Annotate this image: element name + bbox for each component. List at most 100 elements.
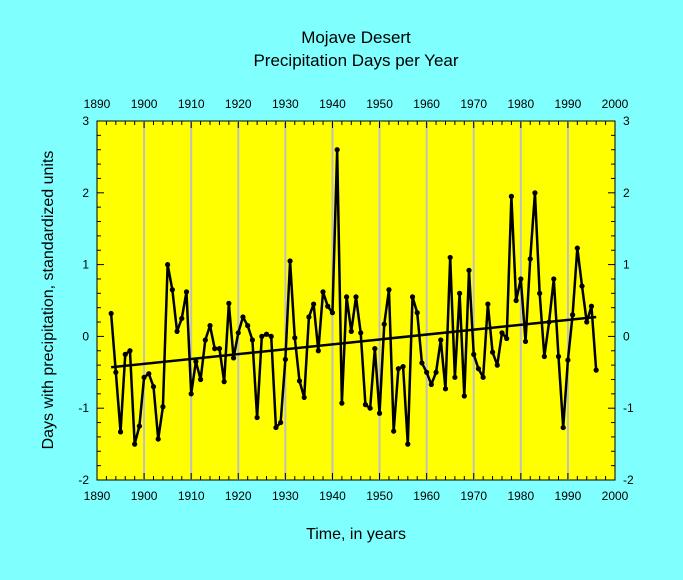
data-point: [240, 314, 246, 320]
data-point: [372, 346, 378, 352]
x-tick-label-bottom: 1990: [555, 489, 582, 503]
data-point: [329, 310, 336, 316]
series-line: [109, 148, 598, 446]
data-point: [584, 319, 590, 325]
data-point: [551, 276, 557, 282]
data-point: [127, 348, 133, 354]
data-point: [381, 321, 387, 327]
data-point: [301, 394, 307, 401]
data-point: [414, 310, 420, 316]
data-point: [560, 424, 566, 431]
data-point: [155, 436, 161, 442]
data-point: [537, 290, 543, 296]
data-point: [165, 262, 171, 268]
x-tick-label-top: 1910: [178, 97, 205, 111]
data-point: [522, 338, 529, 345]
data-point: [499, 330, 505, 336]
data-point: [353, 294, 359, 300]
data-point: [216, 346, 223, 352]
data-point: [334, 147, 340, 153]
data-point: [541, 353, 547, 360]
data-point: [108, 310, 114, 317]
data-point: [588, 303, 595, 309]
data-point: [376, 410, 383, 416]
data-point: [174, 328, 180, 334]
y-tick-label-right: -2: [623, 473, 634, 487]
data-point: [555, 353, 562, 360]
data-point: [405, 441, 411, 447]
data-point: [245, 323, 251, 329]
data-point: [306, 314, 312, 320]
x-tick-label-bottom: 1980: [507, 489, 534, 503]
data-point: [179, 315, 185, 322]
x-tick-label-top: 1930: [272, 97, 299, 111]
data-point: [183, 289, 190, 295]
y-tick-label-right: 3: [623, 114, 630, 128]
data-point: [504, 335, 510, 342]
x-tick-label-top: 1980: [507, 97, 534, 111]
data-point: [146, 371, 152, 377]
data-point: [263, 331, 270, 337]
data-point: [438, 337, 444, 343]
data-point: [254, 414, 260, 421]
y-axis-label: Days with precipitation, standardized un…: [40, 151, 57, 450]
y-tick-label-left: 2: [82, 186, 89, 200]
y-tick-label-right: 1: [623, 258, 630, 272]
data-point: [532, 190, 538, 196]
data-point: [570, 312, 576, 318]
data-point: [202, 337, 208, 343]
y-tick-label-left: 1: [82, 258, 89, 272]
x-tick-label-top: 1990: [555, 97, 582, 111]
data-point: [273, 424, 279, 431]
data-point: [428, 381, 434, 388]
chart-title: Mojave Desert: [301, 28, 411, 47]
data-point: [320, 289, 326, 295]
data-point: [348, 328, 354, 334]
data-point: [494, 362, 500, 368]
data-point: [198, 376, 204, 383]
data-point: [400, 363, 406, 370]
x-tick-label-bottom: 1910: [178, 489, 205, 503]
x-tick-label-bottom: 1960: [413, 489, 440, 503]
data-point: [221, 379, 227, 385]
data-point: [466, 267, 472, 273]
data-point: [292, 335, 298, 341]
data-point: [278, 419, 284, 426]
y-tick-label-left: 3: [82, 114, 89, 128]
data-point: [122, 351, 128, 357]
data-point: [447, 254, 453, 261]
data-point: [386, 287, 392, 293]
x-tick-label-bottom: 1920: [225, 489, 252, 503]
data-point: [579, 283, 585, 289]
y-tick-label-right: -1: [623, 401, 634, 415]
data-point: [259, 333, 265, 339]
data-point: [527, 256, 533, 262]
data-point: [433, 369, 439, 375]
x-tick-label-bottom: 1930: [272, 489, 299, 503]
data-point: [457, 290, 463, 296]
x-axis-label: Time, in years: [306, 526, 406, 543]
data-point: [471, 351, 477, 357]
data-point: [424, 369, 430, 375]
y-tick-label-right: 2: [623, 186, 630, 200]
data-point: [282, 356, 288, 362]
data-point: [518, 276, 524, 282]
data-point: [212, 346, 218, 352]
x-tick-label-bottom: 1890: [84, 489, 111, 503]
data-point: [315, 348, 321, 354]
data-point: [475, 366, 482, 372]
data-point: [249, 337, 255, 343]
data-point: [311, 301, 317, 307]
data-point: [461, 393, 467, 399]
data-point: [141, 374, 147, 380]
y-tick-label-left: -2: [78, 473, 89, 487]
data-point: [136, 423, 142, 429]
x-tick-label-bottom: 2000: [602, 489, 629, 503]
series: [108, 147, 599, 447]
data-point: [113, 369, 119, 375]
x-tick-label-top: 1940: [319, 97, 346, 111]
data-point: [287, 258, 293, 264]
x-tick-label-bottom: 1900: [131, 489, 158, 503]
data-point: [230, 355, 237, 361]
